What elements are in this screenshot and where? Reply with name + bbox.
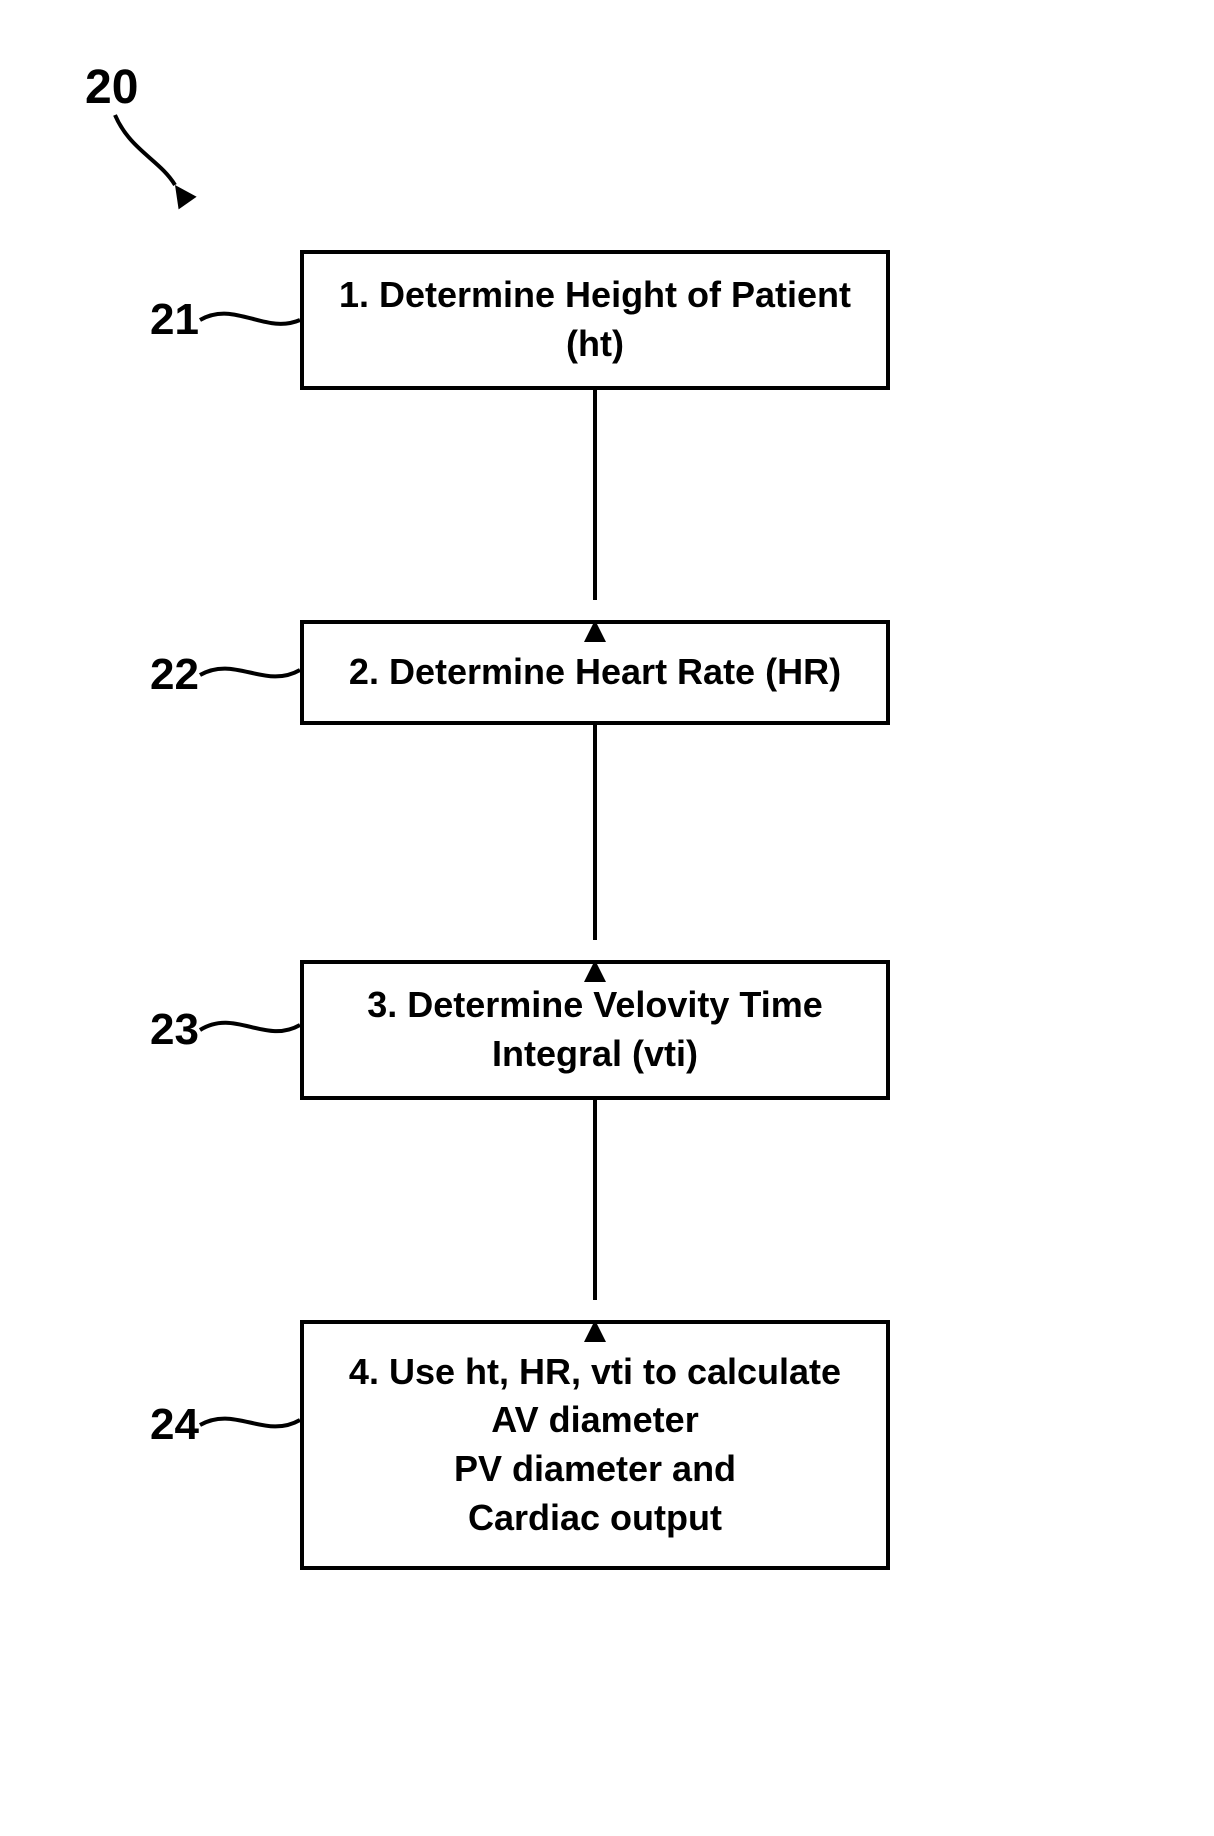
step-line: PV diameter and	[454, 1445, 736, 1494]
step-line: Integral (vti)	[492, 1030, 698, 1079]
step-box-23: 3. Determine Velovity TimeIntegral (vti)	[300, 960, 890, 1100]
step-box-21: 1. Determine Height of Patient(ht)	[300, 250, 890, 390]
step-line: AV diameter	[491, 1396, 698, 1445]
step-line: 2. Determine Heart Rate (HR)	[349, 648, 841, 697]
step-line: 1. Determine Height of Patient	[339, 271, 851, 320]
diagram-ref-label: 20	[85, 60, 138, 115]
step-box-22: 2. Determine Heart Rate (HR)	[300, 620, 890, 725]
step-line: 4. Use ht, HR, vti to calculate	[349, 1348, 841, 1397]
ref-label-23: 23	[150, 1005, 199, 1055]
step-line: 3. Determine Velovity Time	[367, 981, 823, 1030]
step-line: Cardiac output	[468, 1494, 722, 1543]
ref-label-21: 21	[150, 295, 199, 345]
ref-label-24: 24	[150, 1400, 199, 1450]
step-box-24: 4. Use ht, HR, vti to calculateAV diamet…	[300, 1320, 890, 1570]
step-line: (ht)	[566, 320, 624, 369]
ref-label-22: 22	[150, 650, 199, 700]
